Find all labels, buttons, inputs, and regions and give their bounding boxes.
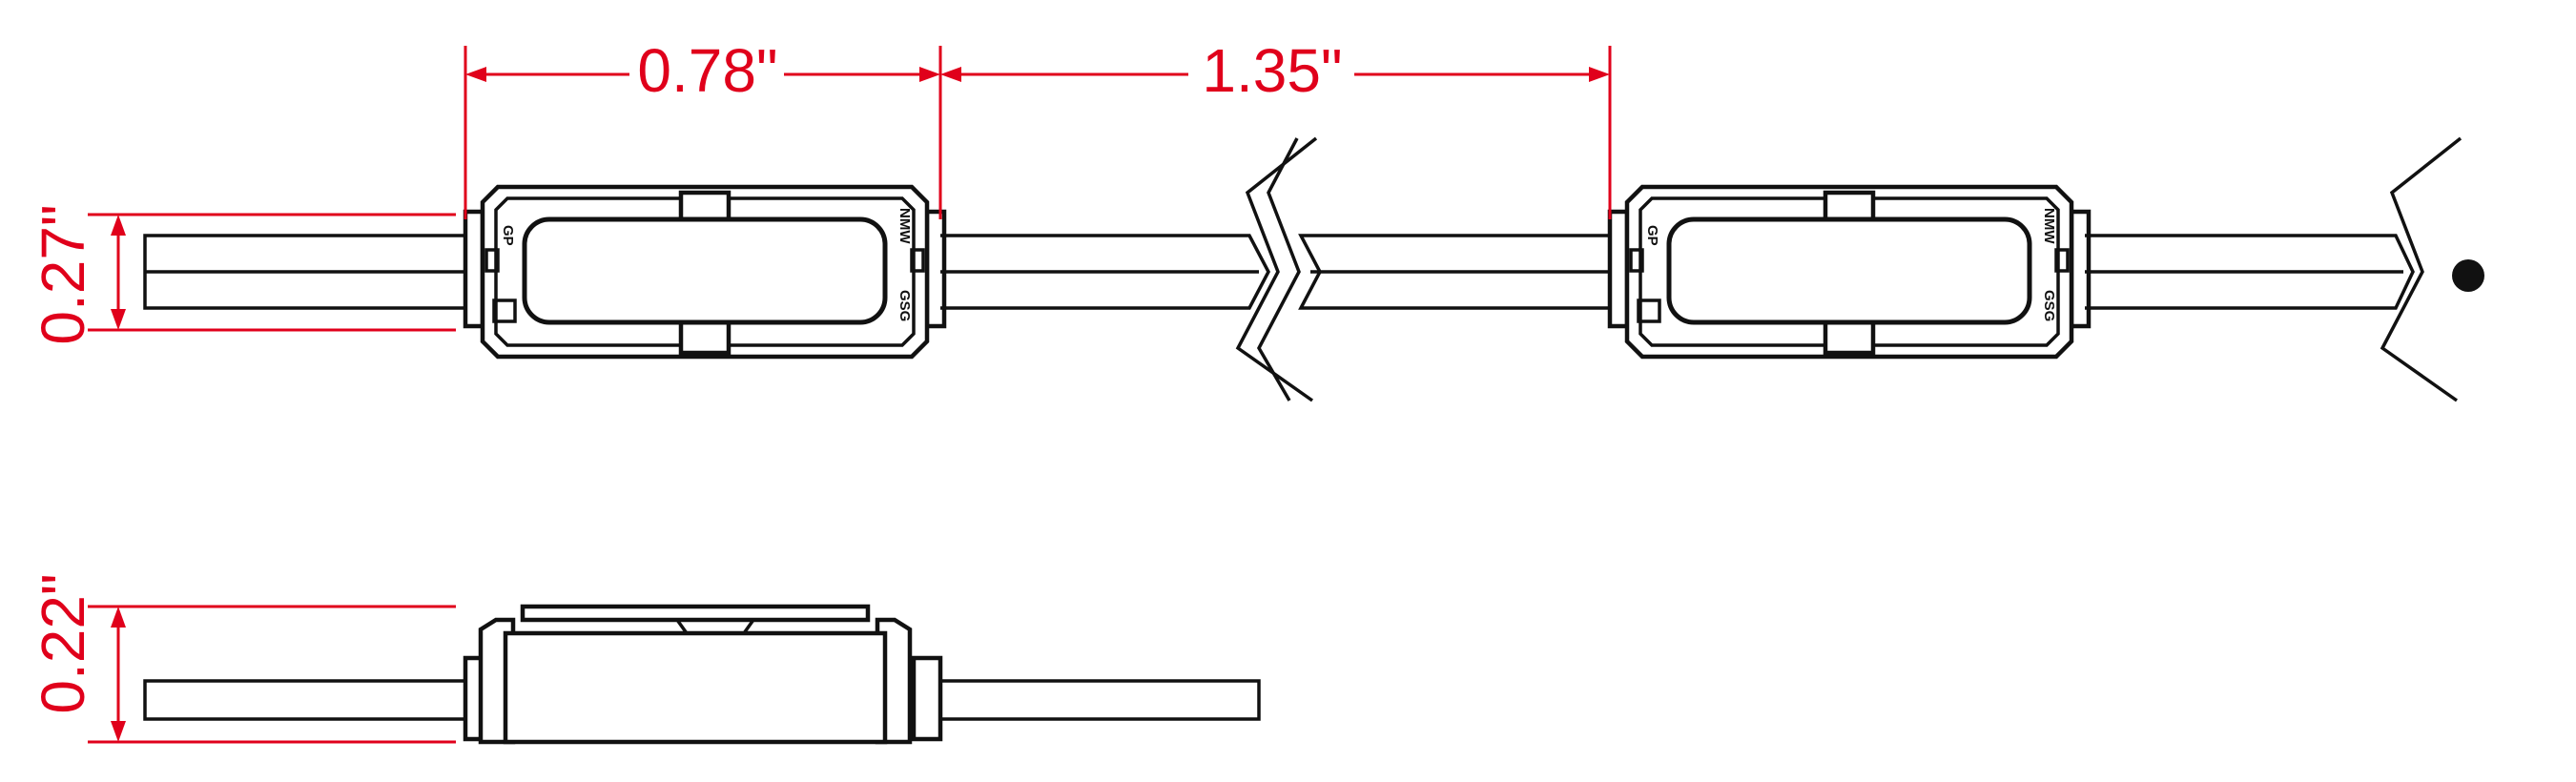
middle-wire-with-break — [940, 136, 1610, 402]
dim-module-width: 0.27" — [29, 204, 456, 345]
dim-label-module-spacing: 1.35" — [1202, 36, 1342, 105]
dim-module-length: 0.78" — [465, 36, 940, 105]
dim-module-height: 0.22" — [29, 573, 456, 744]
top-view: GP NMW GSG GP NMW GSG — [143, 136, 2484, 402]
led-module-2: GP NMW GSG — [1610, 187, 2089, 357]
module-1-mark-gsg: GSG — [896, 290, 913, 321]
dim-label-module-width: 0.27" — [29, 204, 97, 344]
module-1-mark-nmw: NMW — [896, 208, 913, 244]
dim-label-module-height: 0.22" — [29, 573, 97, 713]
module-2-mark-gsg: GSG — [2041, 290, 2057, 321]
break-symbol-left — [1235, 136, 1318, 402]
module-1-mark-gp: GP — [500, 225, 516, 246]
chain-continuation-dot — [2452, 259, 2484, 292]
module-2-mark-gp: GP — [1644, 225, 1660, 246]
module-1-logo-icon — [492, 298, 517, 323]
break-symbol-end — [2380, 136, 2463, 402]
right-wire-with-break — [2085, 136, 2484, 402]
dim-module-spacing: 1.35" — [940, 36, 1610, 105]
module-2-logo-icon — [1637, 298, 1661, 323]
side-view — [143, 604, 1261, 745]
module-2-mark-nmw: NMW — [2041, 208, 2057, 244]
break-symbol-right — [1257, 137, 1301, 401]
side-lens — [520, 604, 871, 623]
dim-label-module-length: 0.78" — [637, 36, 777, 105]
led-module-1: GP NMW GSG — [465, 187, 944, 357]
dimension-annotations: 0.78" 1.35" 0.27" 0.22" — [29, 36, 1612, 744]
left-wire — [143, 234, 469, 310]
